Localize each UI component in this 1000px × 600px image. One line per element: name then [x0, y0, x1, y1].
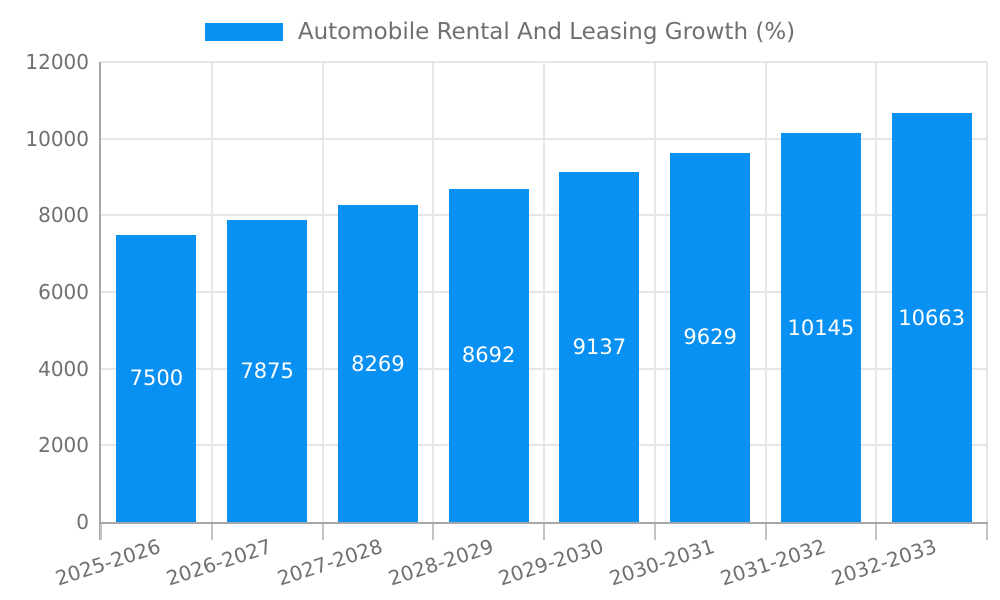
legend-swatch	[204, 23, 283, 41]
gridline-vertical	[543, 62, 545, 522]
gridline-vertical	[875, 62, 878, 522]
bar-value-label: 9629	[683, 325, 737, 350]
x-axis-tick	[210, 524, 213, 540]
x-axis-line	[99, 522, 988, 524]
x-axis-tick	[764, 524, 767, 540]
gridline-vertical	[764, 62, 767, 522]
x-tick-label: 2026-2027	[163, 534, 275, 591]
gridline-vertical	[432, 62, 435, 522]
legend: Automobile Rental And Leasing Growth (%)	[0, 19, 1000, 45]
x-tick-label: 2032-2033	[827, 534, 940, 591]
x-axis-tick	[432, 524, 435, 540]
bar-2027-2028: 8269	[337, 205, 418, 522]
y-tick-label: 12000	[25, 50, 89, 74]
bar-value-label: 7875	[240, 359, 294, 384]
x-axis-tick	[543, 524, 545, 540]
x-tick-label: 2028-2029	[384, 534, 497, 591]
bar-2028-2029: 8692	[448, 188, 529, 522]
y-tick-label: 10000	[25, 126, 89, 151]
y-tick-label: 4000	[38, 356, 89, 381]
bar-2030-2031: 9629	[670, 152, 751, 522]
bar-2032-2033: 10663	[891, 113, 972, 522]
bar-2029-2030: 9137	[559, 171, 640, 522]
gridline-vertical	[986, 62, 988, 522]
gridline-vertical	[321, 62, 324, 522]
bar-value-label: 10145	[787, 315, 855, 340]
x-axis-tick	[986, 524, 988, 540]
gridline-vertical	[653, 62, 656, 522]
x-tick-label: 2030-2031	[606, 534, 718, 591]
y-axis-line	[99, 62, 101, 540]
bar-2025-2026: 7500	[116, 234, 197, 522]
x-tick-label: 2027-2028	[274, 534, 386, 591]
y-tick-label: 6000	[38, 280, 89, 304]
y-tick-label: 2000	[38, 433, 89, 458]
legend-label: Automobile Rental And Leasing Growth (%)	[297, 19, 796, 45]
bar-value-label: 7500	[129, 366, 184, 391]
y-tick-label: 8000	[38, 203, 89, 228]
gridline-vertical	[210, 62, 213, 522]
bar-value-label: 10663	[898, 305, 966, 330]
x-axis-tick	[653, 524, 656, 540]
x-tick-label: 2025-2026	[52, 534, 164, 591]
y-tick-label: 0	[76, 510, 89, 534]
bar-2031-2032: 10145	[780, 133, 861, 522]
bar-value-label: 8269	[351, 351, 405, 376]
x-axis-tick	[321, 524, 324, 540]
x-axis-tick	[100, 524, 102, 540]
bar-2026-2027: 7875	[227, 220, 308, 522]
x-axis-tick	[875, 524, 878, 540]
x-tick-label: 2031-2032	[717, 534, 829, 591]
bar-value-label: 8692	[461, 343, 516, 368]
x-tick-label: 2029-2030	[495, 534, 607, 591]
bar-value-label: 9137	[572, 334, 627, 359]
plot-area: 7500 7875 8269 8692 9137 9629 10145 10663	[101, 61, 988, 522]
